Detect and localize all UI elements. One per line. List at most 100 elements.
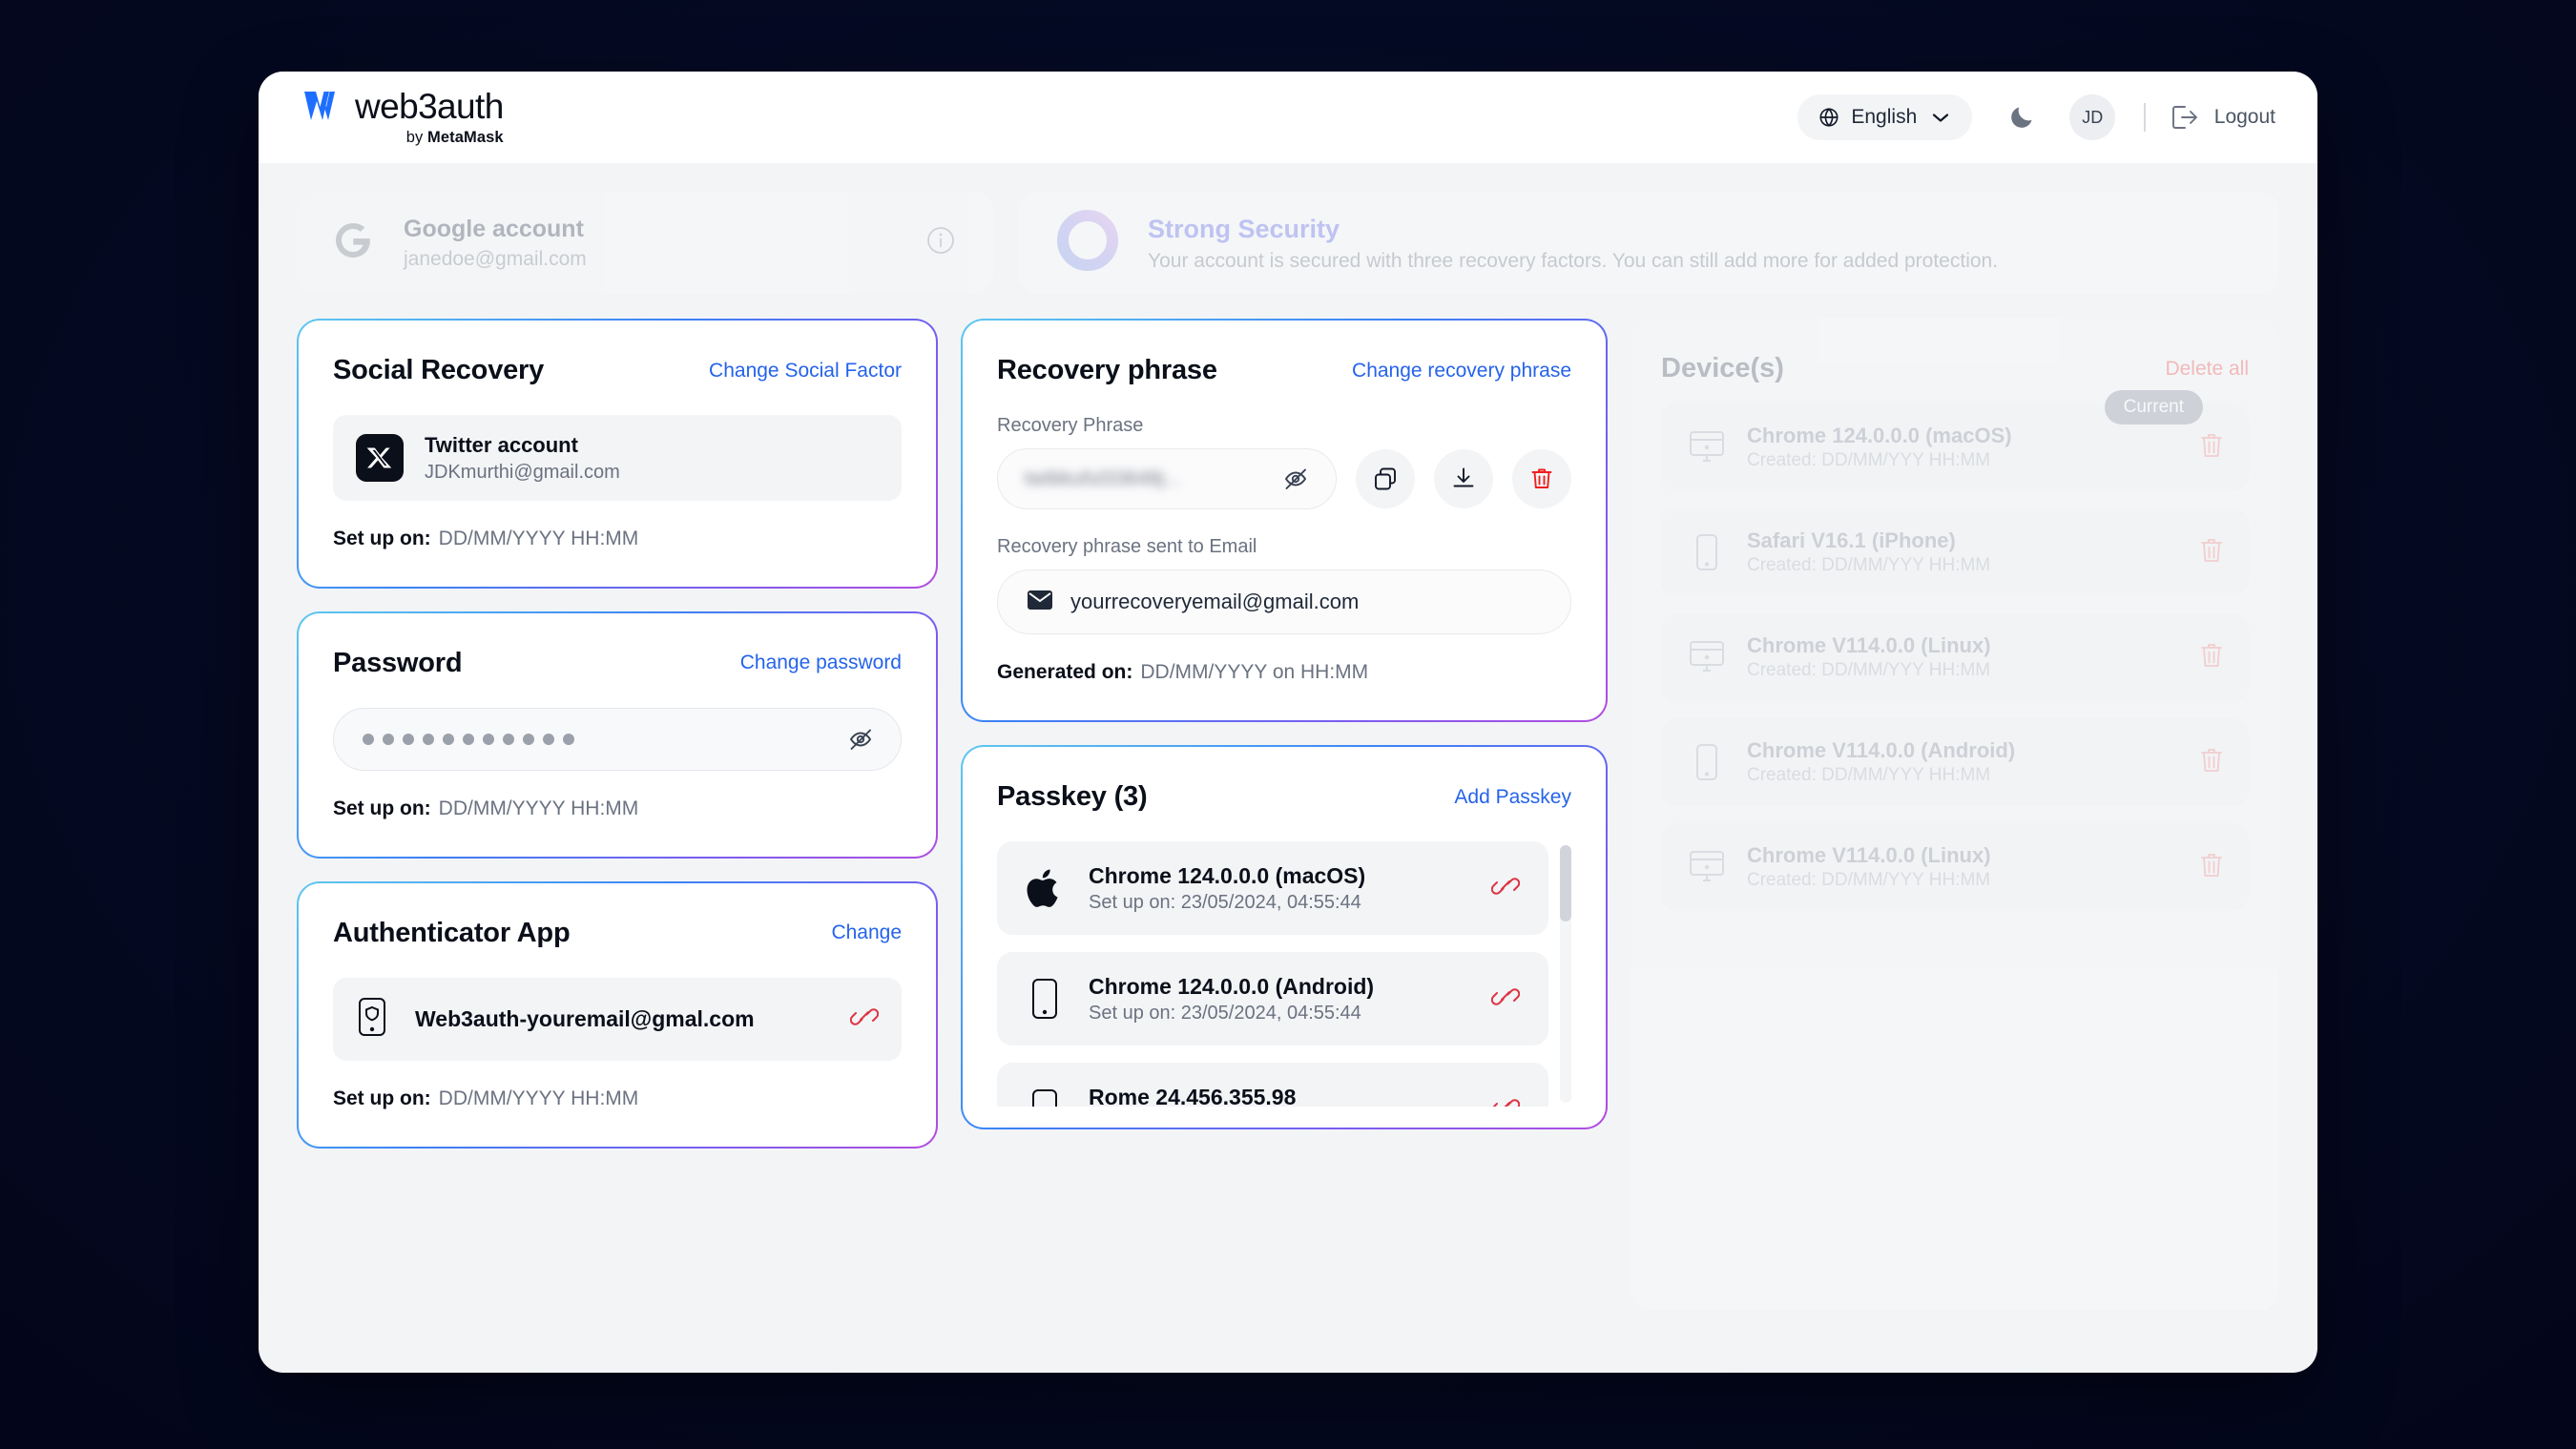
social-recovery-header: Social Recovery Change Social Factor xyxy=(333,355,902,386)
change-recovery-phrase-link[interactable]: Change recovery phrase xyxy=(1352,359,1571,382)
change-password-link[interactable]: Change password xyxy=(739,652,902,674)
social-recovery-provider-row: Twitter account JDKmurthi@gmail.com xyxy=(333,415,902,501)
logout-icon xyxy=(2171,104,2199,131)
google-g-icon xyxy=(331,218,375,267)
authenticator-setup-label: Set up on: xyxy=(333,1087,431,1109)
recovery-phrase-masked-value: twtbkuful33648j... xyxy=(1025,467,1182,489)
trash-icon[interactable] xyxy=(2199,851,2224,884)
device-created: Created: DD/MM/YYY HH:MM xyxy=(1747,555,1991,575)
device-list-item[interactable]: Chrome V114.0.0 (Android) Created: DD/MM… xyxy=(1661,718,2249,806)
passkey-item-name: Chrome 124.0.0.0 (Android) xyxy=(1089,973,1375,999)
social-recovery-provider-name: Twitter account xyxy=(425,433,578,457)
device-texts: Chrome V114.0.0 (Android) Created: DD/MM… xyxy=(1747,738,2199,786)
recovery-phrase-input[interactable]: twtbkuful33648j... xyxy=(997,448,1337,509)
header-divider xyxy=(2144,103,2146,132)
chevron-down-icon xyxy=(1928,113,1949,123)
app-body: Google account janedoe@gmail.com xyxy=(259,163,2317,1373)
link-broken-icon[interactable] xyxy=(849,1004,880,1035)
twitter-x-icon xyxy=(356,433,404,482)
change-social-factor-link[interactable]: Change Social Factor xyxy=(709,359,902,382)
recovery-email-field[interactable]: yourrecoveryemail@gmail.com xyxy=(997,569,1571,634)
password-setup-value: DD/MM/YYYY HH:MM xyxy=(438,797,639,819)
passkey-scrollbar-thumb[interactable] xyxy=(1560,845,1571,921)
mail-icon xyxy=(1027,590,1053,615)
right-column: Device(s) Delete all Current xyxy=(1631,319,2279,1311)
avatar[interactable]: JD xyxy=(2069,94,2116,140)
desktop-icon xyxy=(1686,639,1728,675)
device-created: Created: DD/MM/YYY HH:MM xyxy=(1747,765,1991,785)
recovery-phrase-header: Recovery phrase Change recovery phrase xyxy=(997,355,1571,386)
device-list-item[interactable]: Chrome V114.0.0 (Linux) Created: DD/MM/Y… xyxy=(1661,823,2249,911)
avatar-initials: JD xyxy=(2082,107,2104,127)
middle-column: Recovery phrase Change recovery phrase R… xyxy=(961,319,1608,1129)
copy-recovery-phrase-button[interactable] xyxy=(1356,449,1415,508)
passkey-list-item[interactable]: Rome 24.456.355.98 Set up on: 23/05/2024… xyxy=(997,1063,1548,1107)
passkey-item-texts: Chrome 124.0.0.0 (macOS) Set up on: 23/0… xyxy=(1089,863,1491,914)
device-created: Created: DD/MM/YYY HH:MM xyxy=(1747,660,1991,680)
passkey-list: Chrome 124.0.0.0 (macOS) Set up on: 23/0… xyxy=(997,841,1571,1107)
authenticator-setup: Set up on: DD/MM/YYYY HH:MM xyxy=(333,1087,902,1110)
logout-button[interactable]: Logout xyxy=(2171,104,2275,131)
authenticator-setup-value: DD/MM/YYYY HH:MM xyxy=(438,1087,639,1109)
password-field[interactable] xyxy=(333,707,902,771)
password-setup: Set up on: DD/MM/YYYY HH:MM xyxy=(333,797,902,820)
security-description: Your account is secured with three recov… xyxy=(1148,250,1999,273)
devices-header: Device(s) Delete all xyxy=(1661,353,2249,384)
recovery-phrase-card: Recovery phrase Change recovery phrase R… xyxy=(961,319,1608,722)
language-label: English xyxy=(1851,106,1918,128)
device-texts: Safari V16.1 (iPhone) Created: DD/MM/YYY… xyxy=(1747,528,2199,576)
trash-icon[interactable] xyxy=(2199,431,2224,465)
social-recovery-title: Social Recovery xyxy=(333,355,545,385)
security-card: Strong Security Your account is secured … xyxy=(1018,192,2279,294)
eye-off-icon[interactable] xyxy=(1282,466,1309,492)
password-header: Password Change password xyxy=(333,648,902,679)
desktop-icon xyxy=(1686,849,1728,885)
phone-icon xyxy=(1686,533,1728,571)
theme-toggle-button[interactable] xyxy=(2008,104,2035,131)
passkey-item-setup: Set up on: 23/05/2024, 04:55:44 xyxy=(1089,891,1361,913)
eye-off-icon[interactable] xyxy=(847,726,874,753)
device-list-item[interactable]: Safari V16.1 (iPhone) Created: DD/MM/YYY… xyxy=(1661,508,2249,596)
link-broken-icon[interactable] xyxy=(1490,983,1521,1015)
add-passkey-link[interactable]: Add Passkey xyxy=(1454,785,1571,808)
apple-icon xyxy=(1022,865,1068,911)
device-created: Created: DD/MM/YYY HH:MM xyxy=(1747,450,1991,470)
delete-recovery-phrase-button[interactable] xyxy=(1512,449,1571,508)
social-recovery-setup-label: Set up on: xyxy=(333,527,431,549)
language-selector[interactable]: English xyxy=(1797,94,1973,140)
authenticator-card: Authenticator App Change xyxy=(297,880,938,1149)
account-card: Google account janedoe@gmail.com xyxy=(297,192,993,294)
download-recovery-phrase-button[interactable] xyxy=(1434,449,1493,508)
authenticator-row: Web3auth-youremail@gmal.com xyxy=(333,977,902,1061)
trash-icon[interactable] xyxy=(2199,746,2224,779)
link-broken-icon[interactable] xyxy=(1490,873,1521,904)
passkey-item-setup: Set up on: 23/05/2024, 04:55:44 xyxy=(1089,1002,1361,1024)
brand-subtitle: by MetaMask xyxy=(405,128,504,146)
passkey-item-texts: Chrome 124.0.0.0 (Android) Set up on: 23… xyxy=(1089,974,1491,1025)
passkey-card: Passkey (3) Add Passkey xyxy=(961,745,1608,1129)
authenticator-header: Authenticator App Change xyxy=(333,918,902,949)
devices-list: Current xyxy=(1661,390,2249,911)
trash-icon[interactable] xyxy=(2199,641,2224,674)
password-setup-label: Set up on: xyxy=(333,797,431,819)
authenticator-title: Authenticator App xyxy=(333,917,571,948)
passkey-list-item[interactable]: Chrome 124.0.0.0 (Android) Set up on: 23… xyxy=(997,952,1548,1045)
passkey-list-item[interactable]: Chrome 124.0.0.0 (macOS) Set up on: 23/0… xyxy=(997,841,1548,935)
change-authenticator-link[interactable]: Change xyxy=(831,921,902,944)
phone-icon xyxy=(1022,1088,1068,1107)
recovery-phrase-field-label: Recovery Phrase xyxy=(997,415,1144,436)
phone-icon xyxy=(1022,978,1068,1020)
social-recovery-provider-texts: Twitter account JDKmurthi@gmail.com xyxy=(425,432,620,484)
copy-icon xyxy=(1372,466,1399,492)
trash-icon[interactable] xyxy=(2199,536,2224,569)
recovery-email-label: Recovery phrase sent to Email xyxy=(997,536,1257,557)
phone-icon xyxy=(1686,743,1728,781)
link-broken-icon[interactable] xyxy=(1491,1094,1521,1107)
delete-all-devices-link[interactable]: Delete all xyxy=(2165,357,2249,380)
devices-panel: Device(s) Delete all Current xyxy=(1631,319,2279,1311)
info-circle-icon[interactable] xyxy=(924,224,957,261)
device-list-item[interactable]: Chrome 124.0.0.0 (macOS) Created: DD/MM/… xyxy=(1661,404,2249,491)
device-list-item[interactable]: Chrome V114.0.0 (Linux) Created: DD/MM/Y… xyxy=(1661,613,2249,701)
download-icon xyxy=(1450,466,1477,492)
